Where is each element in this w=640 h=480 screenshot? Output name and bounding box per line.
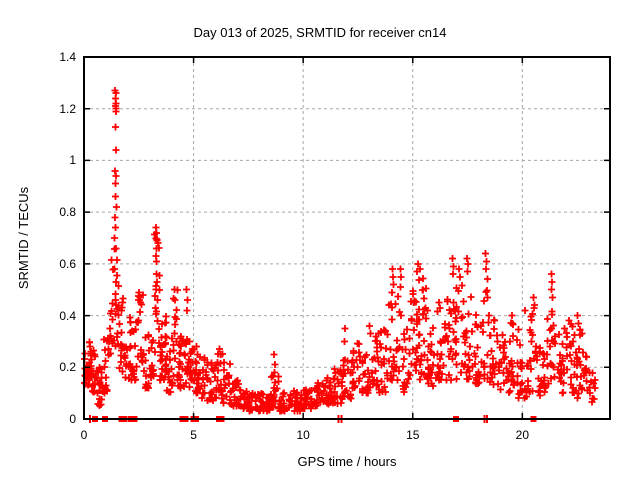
scatter-points — [81, 87, 599, 415]
y-tick-label: 0.4 — [59, 308, 76, 323]
y-tick-label: 1.4 — [59, 50, 76, 64]
x-tick-label: 20 — [515, 428, 529, 442]
x-tick-label: 15 — [406, 428, 420, 442]
x-tick-label: 5 — [190, 428, 197, 442]
y-tick-label: 1 — [69, 153, 76, 168]
x-tick-label: 0 — [80, 428, 88, 442]
chart-title: Day 013 of 2025, SRMTID for receiver cn1… — [193, 25, 447, 40]
axis-ticks — [83, 56, 610, 420]
y-tick-label: 0.2 — [59, 360, 76, 375]
y-tick-label: 0.8 — [59, 205, 76, 220]
x-tick-label: 10 — [296, 428, 310, 442]
plot-border — [83, 56, 611, 420]
x-axis-title: GPS time / hours — [297, 454, 397, 469]
y-tick-label: 0 — [69, 412, 76, 426]
y-tick-label: 0.6 — [59, 256, 76, 271]
y-tick-label: 1.2 — [59, 101, 76, 116]
